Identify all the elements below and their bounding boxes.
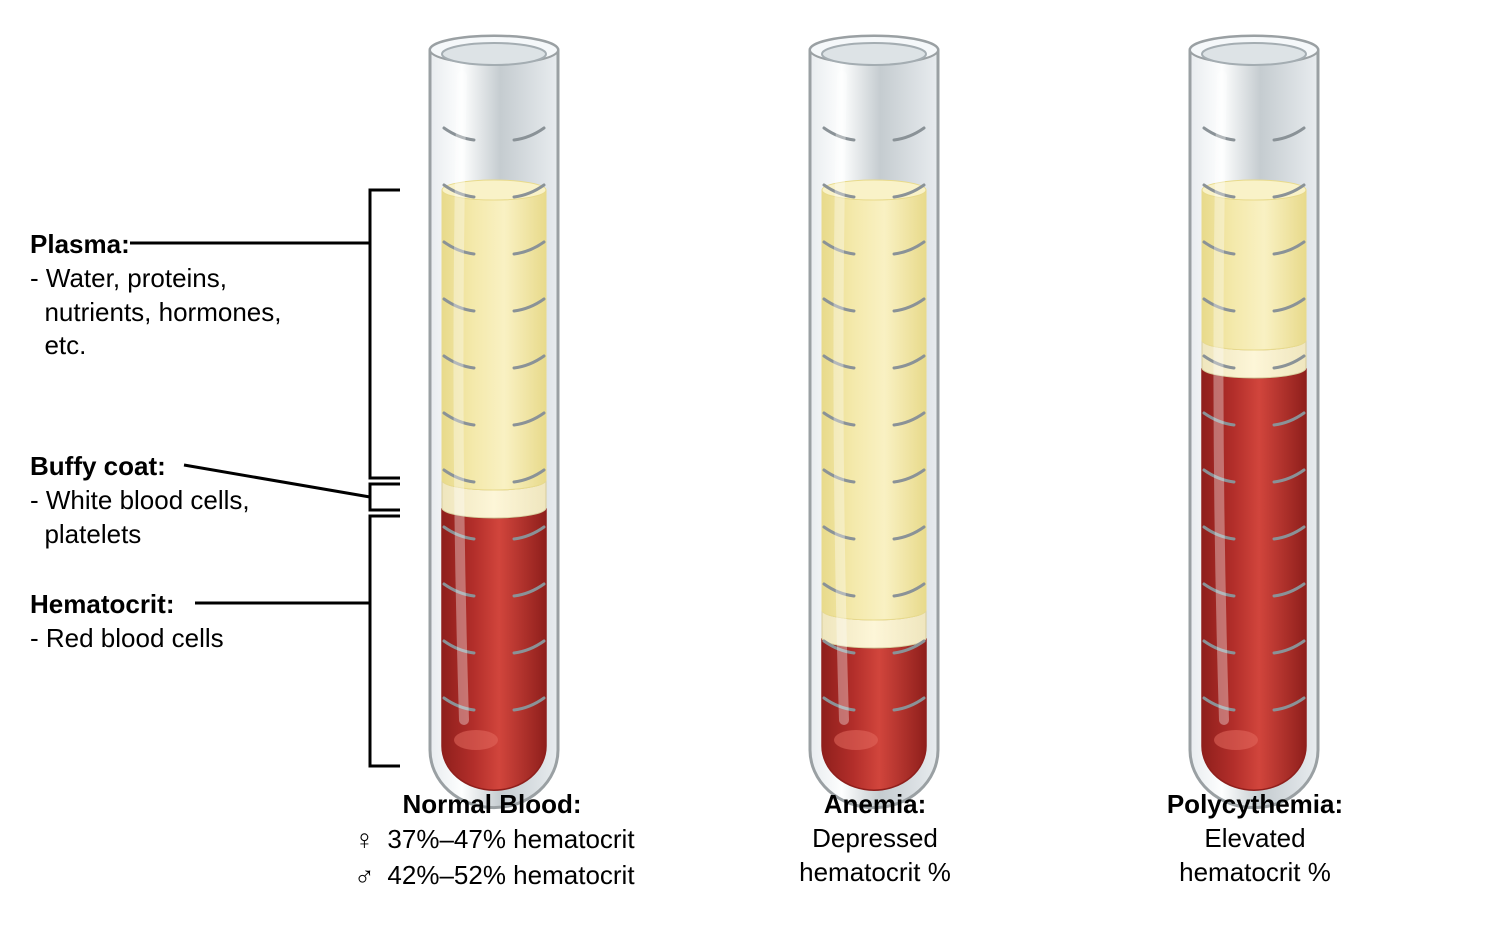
tube-polycythemia: [1190, 36, 1318, 808]
caption-polycythemia-title: Polycythemia:: [1105, 788, 1405, 822]
caption-polycythemia: Polycythemia:Elevatedhematocrit %: [1105, 788, 1405, 889]
plasma-sub: - Water, proteins, nutrients, hormones, …: [30, 262, 330, 363]
caption-polycythemia-line-0: Elevated: [1105, 822, 1405, 856]
plasma-title: Plasma:: [30, 228, 330, 262]
caption-anemia: Anemia:Depressedhematocrit %: [740, 788, 1010, 889]
plasma-label: Plasma: - Water, proteins, nutrients, ho…: [30, 228, 330, 363]
blood-composition-figure: Plasma: - Water, proteins, nutrients, ho…: [0, 0, 1500, 939]
male-symbol-icon: ♂: [349, 858, 379, 894]
female-symbol-icon: ♀: [349, 822, 379, 858]
buffy-title: Buffy coat:: [30, 450, 330, 484]
tube-anemia: [810, 36, 938, 808]
buffy-label: Buffy coat: - White blood cells, platele…: [30, 450, 330, 551]
caption-normal-line-1-text: 42%–52% hematocrit: [387, 859, 634, 893]
caption-anemia-line-0: Depressed: [740, 822, 1010, 856]
tube-normal: [430, 36, 558, 808]
caption-normal: Normal Blood:♀37%–47% hematocrit♂42%–52%…: [332, 788, 652, 895]
caption-anemia-line-1: hematocrit %: [740, 856, 1010, 890]
caption-anemia-title: Anemia:: [740, 788, 1010, 822]
hematocrit-sub: - Red blood cells: [30, 622, 330, 656]
buffy-sub: - White blood cells, platelets: [30, 484, 330, 552]
caption-normal-title: Normal Blood:: [332, 788, 652, 822]
caption-polycythemia-line-1: hematocrit %: [1105, 856, 1405, 890]
hematocrit-label: Hematocrit: - Red blood cells: [30, 588, 330, 656]
caption-normal-line-0: ♀37%–47% hematocrit: [332, 822, 652, 858]
caption-normal-line-1: ♂42%–52% hematocrit: [332, 858, 652, 894]
hematocrit-title: Hematocrit:: [30, 588, 330, 622]
caption-normal-line-0-text: 37%–47% hematocrit: [387, 823, 634, 857]
